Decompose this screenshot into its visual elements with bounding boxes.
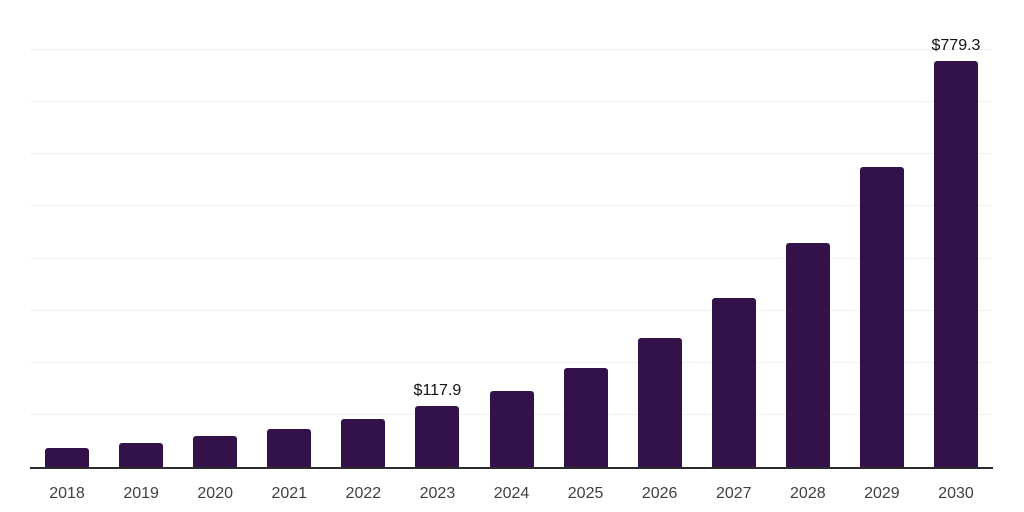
bar-slot-2029 (845, 0, 919, 467)
x-axis-label-2021: 2021 (271, 485, 308, 502)
bar-2029[interactable] (859, 166, 904, 467)
bar-slot-2026 (623, 0, 697, 467)
x-axis-label-2027: 2027 (715, 485, 752, 502)
gridline (30, 153, 993, 155)
bar-2018[interactable] (45, 447, 90, 467)
x-axis-label-2026: 2026 (641, 485, 678, 502)
x-axis-label-2020: 2020 (197, 485, 233, 502)
x-axis-label-2019: 2019 (123, 485, 159, 502)
bar-2022[interactable] (341, 418, 386, 467)
bar-2027[interactable] (711, 297, 756, 467)
bar-slot-2030: $779.3 (919, 0, 993, 467)
gridline (30, 361, 993, 363)
bar-slot-2028 (771, 0, 845, 467)
bar-slot-2020 (178, 0, 252, 467)
bar-2024[interactable] (489, 390, 534, 467)
gridline (30, 257, 993, 259)
bar-slot-2018 (30, 0, 104, 467)
data-label-2030: $779.3 (931, 36, 981, 54)
bar-2019[interactable] (119, 442, 164, 467)
x-axis-label-2029: 2029 (864, 485, 900, 502)
bar-slot-2024 (474, 0, 548, 467)
bar-2026[interactable] (637, 337, 682, 467)
bar-slot-2019 (104, 0, 178, 467)
gridline (30, 309, 993, 311)
x-axis-label-2030: 2030 (938, 485, 974, 502)
x-axis-label-2023: 2023 (419, 485, 456, 502)
gridline (30, 205, 993, 207)
bar-2030[interactable] (933, 60, 978, 467)
bar-2025[interactable] (563, 367, 608, 467)
x-axis-label-2025: 2025 (567, 485, 604, 502)
x-axis: 2018 2019 2020 2021 2022 2023 2024 2025 2026 2027… (30, 471, 993, 503)
bar-2020[interactable] (193, 435, 238, 467)
bar-2028[interactable] (785, 242, 830, 467)
x-axis-label-2024: 2024 (493, 485, 530, 502)
bar-slot-2022 (326, 0, 400, 467)
bar-slot-2021 (252, 0, 326, 467)
gridline (30, 49, 993, 51)
bar-2021[interactable] (267, 428, 312, 467)
bar-slot-2025 (549, 0, 623, 467)
x-axis-label-2022: 2022 (345, 485, 382, 502)
x-axis-label-2028: 2028 (790, 485, 826, 502)
bar-2023[interactable] (415, 405, 460, 467)
plot-area: $117.9 $779.3 (30, 0, 993, 469)
bar-slot-2023: $117.9 (400, 0, 474, 467)
x-axis-label-2018: 2018 (49, 485, 85, 502)
data-label-2023: $117.9 (413, 381, 462, 399)
bar-slot-2027 (697, 0, 771, 467)
bars-container: $117.9 $779.3 (30, 0, 993, 467)
gridline (30, 101, 993, 103)
